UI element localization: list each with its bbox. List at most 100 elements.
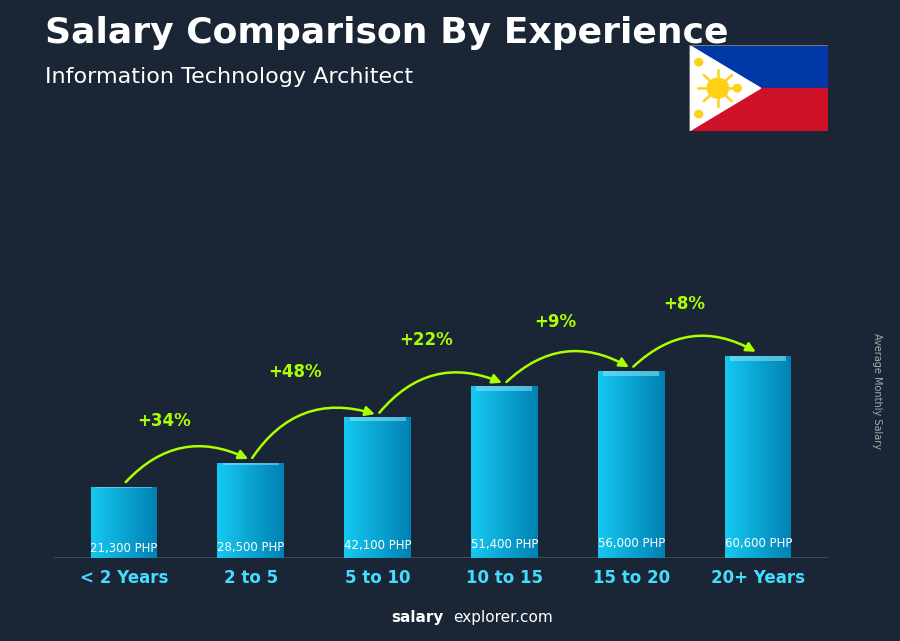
- Bar: [356, 417, 358, 558]
- Bar: [601, 371, 604, 558]
- Bar: [123, 487, 126, 558]
- Bar: [738, 356, 741, 558]
- Bar: [381, 417, 382, 558]
- Bar: [112, 487, 114, 558]
- Bar: [238, 463, 241, 558]
- Bar: [639, 371, 642, 558]
- Bar: [651, 371, 653, 558]
- Bar: [234, 463, 236, 558]
- Bar: [516, 387, 517, 558]
- Bar: [99, 487, 101, 558]
- Bar: [218, 463, 220, 558]
- Bar: [122, 487, 124, 558]
- Circle shape: [695, 110, 703, 118]
- Bar: [654, 371, 656, 558]
- Bar: [789, 356, 791, 558]
- Bar: [369, 417, 371, 558]
- Bar: [113, 487, 116, 558]
- Bar: [512, 387, 515, 558]
- Bar: [644, 371, 646, 558]
- Bar: [147, 487, 149, 558]
- Bar: [514, 387, 517, 558]
- Text: +48%: +48%: [268, 363, 322, 381]
- Bar: [482, 387, 485, 558]
- Bar: [384, 417, 386, 558]
- Bar: [242, 463, 244, 558]
- Text: 42,100 PHP: 42,100 PHP: [344, 539, 411, 552]
- Bar: [490, 387, 491, 558]
- Polygon shape: [688, 45, 760, 131]
- Bar: [480, 387, 482, 558]
- Bar: [611, 371, 614, 558]
- Bar: [492, 387, 495, 558]
- Bar: [613, 371, 615, 558]
- Bar: [347, 417, 350, 558]
- Bar: [117, 487, 119, 558]
- Bar: [659, 371, 662, 558]
- Bar: [238, 463, 239, 558]
- Bar: [643, 371, 644, 558]
- Bar: [143, 487, 146, 558]
- Bar: [509, 387, 511, 558]
- Bar: [140, 487, 142, 558]
- Bar: [375, 417, 378, 558]
- Bar: [349, 417, 406, 421]
- Bar: [472, 387, 473, 558]
- Bar: [229, 463, 231, 558]
- Bar: [472, 387, 475, 558]
- Bar: [222, 463, 279, 465]
- Bar: [119, 487, 121, 558]
- Bar: [248, 463, 251, 558]
- Bar: [363, 417, 365, 558]
- Text: +34%: +34%: [138, 412, 192, 430]
- Bar: [491, 387, 493, 558]
- Text: Salary Comparison By Experience: Salary Comparison By Experience: [45, 16, 728, 50]
- Text: explorer.com: explorer.com: [453, 610, 553, 625]
- Bar: [153, 487, 156, 558]
- Text: 28,500 PHP: 28,500 PHP: [217, 541, 284, 554]
- Bar: [101, 487, 103, 558]
- Bar: [506, 387, 508, 558]
- Bar: [758, 356, 760, 558]
- Bar: [760, 356, 761, 558]
- Bar: [648, 371, 650, 558]
- Bar: [735, 356, 737, 558]
- Bar: [267, 463, 269, 558]
- Bar: [603, 371, 660, 376]
- Bar: [355, 417, 356, 558]
- Bar: [277, 463, 279, 558]
- Bar: [619, 371, 622, 558]
- Bar: [734, 356, 735, 558]
- Bar: [636, 371, 638, 558]
- Text: Information Technology Architect: Information Technology Architect: [45, 67, 413, 87]
- Bar: [732, 356, 733, 558]
- Bar: [127, 487, 129, 558]
- Bar: [623, 371, 625, 558]
- Bar: [726, 356, 729, 558]
- Bar: [373, 417, 374, 558]
- Bar: [775, 356, 777, 558]
- Bar: [736, 356, 739, 558]
- Bar: [109, 487, 111, 558]
- Bar: [527, 387, 529, 558]
- Bar: [521, 387, 523, 558]
- Bar: [404, 417, 406, 558]
- Bar: [359, 417, 361, 558]
- Bar: [773, 356, 775, 558]
- Bar: [364, 417, 366, 558]
- Bar: [688, 45, 828, 88]
- Bar: [504, 387, 507, 558]
- Bar: [501, 387, 503, 558]
- Bar: [236, 463, 238, 558]
- Bar: [608, 371, 610, 558]
- Bar: [649, 371, 652, 558]
- Bar: [268, 463, 271, 558]
- Bar: [409, 417, 410, 558]
- Bar: [222, 463, 224, 558]
- Bar: [151, 487, 154, 558]
- Bar: [519, 387, 521, 558]
- Bar: [615, 371, 616, 558]
- Bar: [148, 487, 150, 558]
- Bar: [345, 417, 346, 558]
- Bar: [526, 387, 527, 558]
